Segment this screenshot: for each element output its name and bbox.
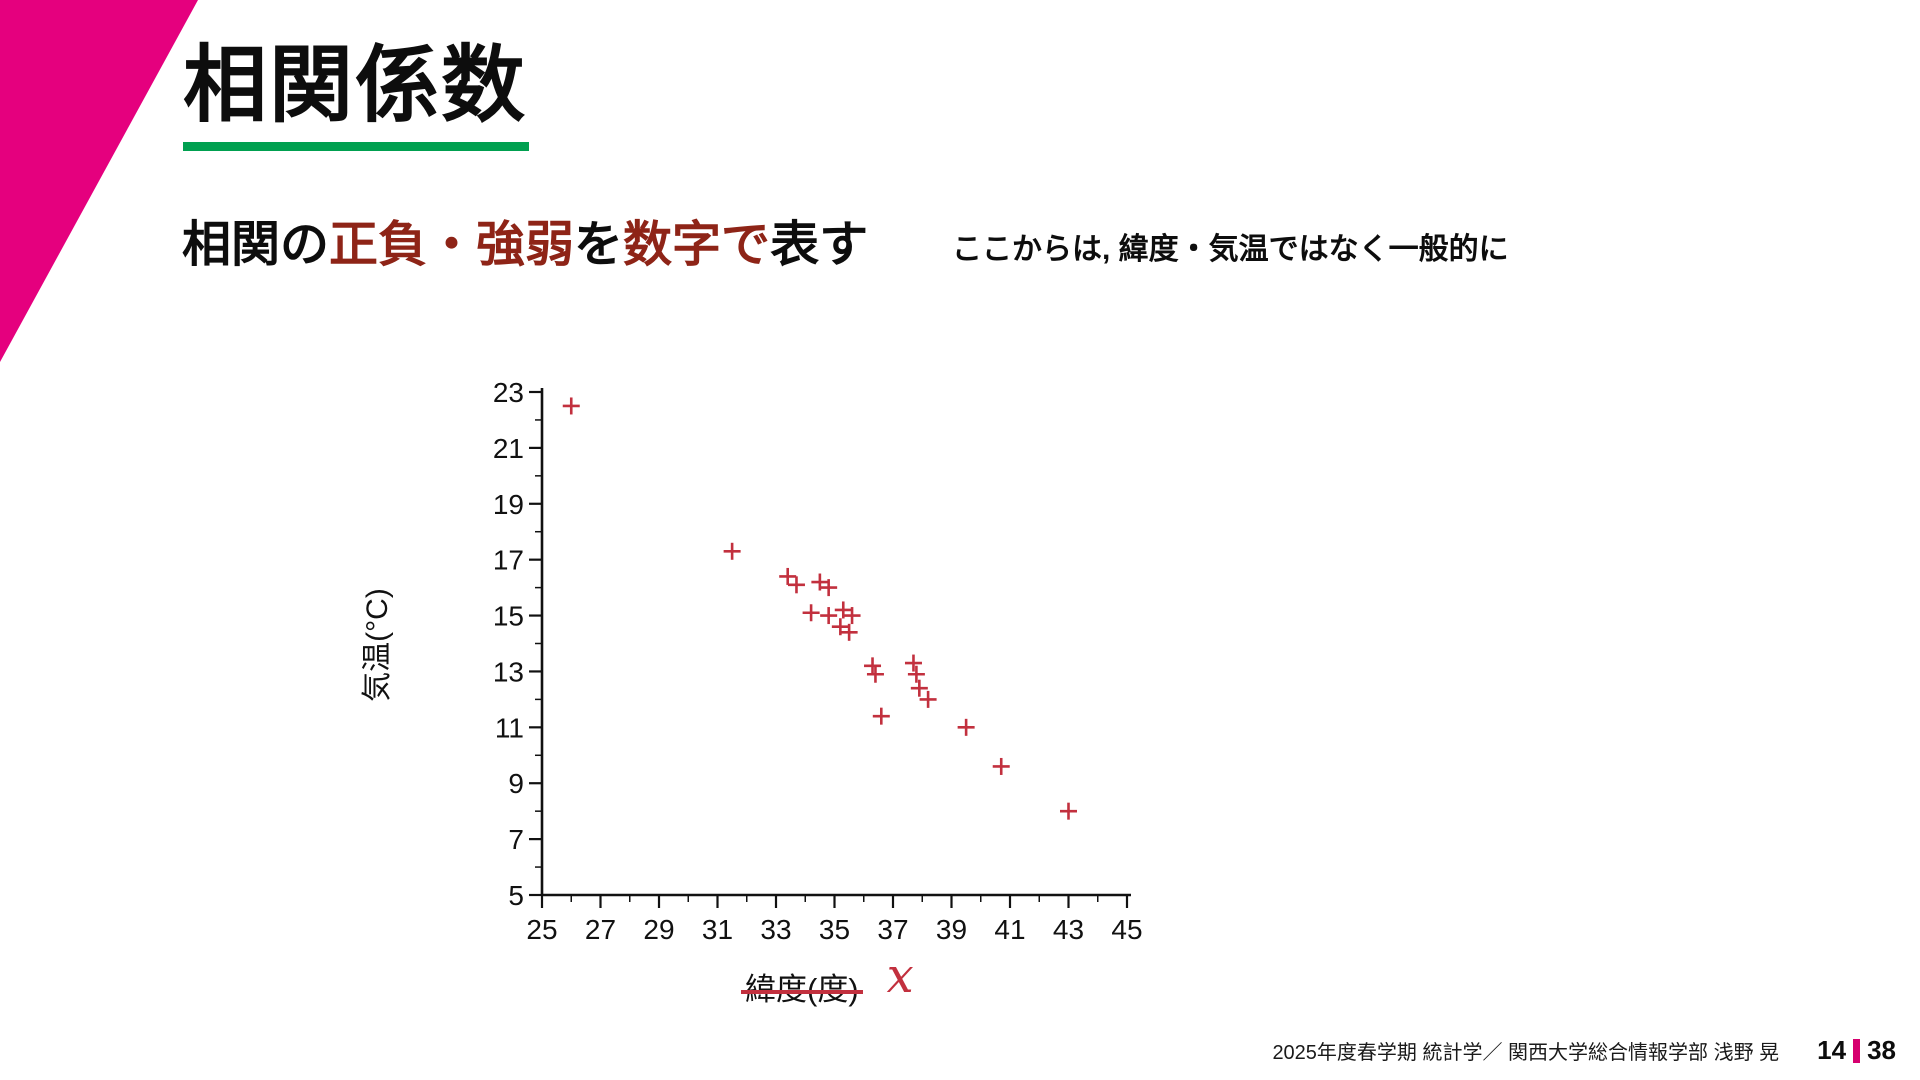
tick-label: 31	[702, 914, 733, 945]
tick-label: 35	[819, 914, 850, 945]
x-axis-label: 緯度(度)	[741, 962, 863, 1011]
footer: 2025年度春学期 統計学／ 関西大学総合情報学部 浅野 晃 14 38	[1272, 1035, 1896, 1066]
heading-seg-2: 正負・強弱	[329, 218, 575, 272]
heading-text: 相関の正負・強弱を数字で表す	[182, 205, 868, 276]
title-underline	[183, 142, 529, 151]
page-title: 相関係数	[183, 38, 528, 132]
heading-annotation: ここからは, 緯度・気温ではなく一般的に	[952, 233, 1509, 266]
heading-seg-3: を	[574, 218, 624, 272]
tick-label: 41	[994, 914, 1025, 945]
heading-seg-5: 表す	[770, 218, 869, 272]
page-number-current: 14	[1817, 1035, 1847, 1065]
tick-label: 43	[1053, 914, 1084, 945]
heading-seg-1: 相関の	[182, 218, 330, 272]
tick-label: 29	[643, 914, 674, 945]
heading-seg-4: 数字で	[623, 218, 771, 272]
scatter-chart: 25 27 29 31 33 35 37 39 41 43 45 5 7 9 11 13 15 17 19 21 23	[493, 378, 1143, 945]
tick-label: 37	[877, 914, 908, 945]
tick-label: 25	[526, 914, 557, 945]
tick-label: 23	[493, 378, 524, 408]
tick-label: 39	[936, 914, 967, 945]
tick-label: 21	[493, 433, 524, 464]
footer-course-text: 2025年度春学期 統計学／ 関西大学総合情報学部 浅野 晃	[1272, 1042, 1780, 1064]
x-variable-symbol: x	[886, 948, 914, 1004]
tick-label: 7	[508, 824, 524, 855]
tick-label: 11	[495, 712, 524, 743]
page-number-total: 38	[1867, 1035, 1896, 1065]
tick-label: 19	[493, 489, 524, 520]
tick-label: 15	[493, 601, 524, 632]
tick-label: 27	[585, 914, 616, 945]
tick-label: 5	[508, 880, 524, 911]
tick-label: 13	[493, 656, 524, 687]
strikethrough-line	[741, 989, 863, 994]
corner-accent-triangle	[0, 0, 198, 362]
x-axis-label-row: 緯度(度) x	[741, 952, 914, 1011]
page-separator-bar	[1853, 1038, 1861, 1063]
tick-label: 33	[760, 914, 791, 945]
tick-label: 45	[1111, 914, 1142, 945]
tick-label: 9	[508, 768, 524, 799]
tick-label: 17	[493, 545, 524, 576]
x-axis-label-text: 緯度(度)	[745, 972, 859, 1007]
y-axis-label: 気温(°C)	[361, 588, 394, 702]
